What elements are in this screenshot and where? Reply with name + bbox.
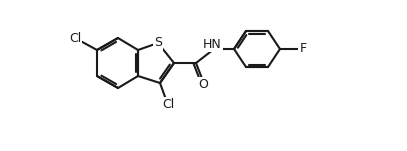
Text: S: S <box>154 37 162 50</box>
Text: HN: HN <box>203 37 221 50</box>
Text: Cl: Cl <box>69 32 81 45</box>
Text: O: O <box>198 79 208 92</box>
Text: Cl: Cl <box>162 98 174 111</box>
Text: F: F <box>300 42 306 56</box>
